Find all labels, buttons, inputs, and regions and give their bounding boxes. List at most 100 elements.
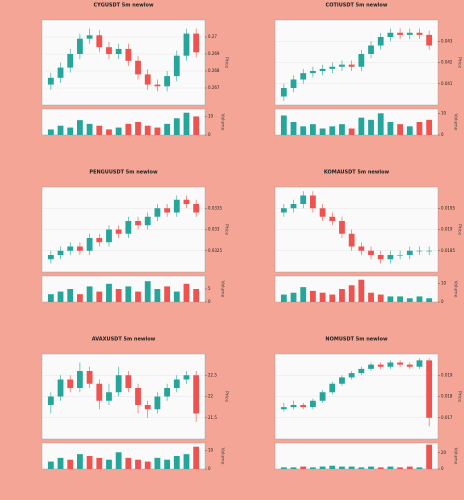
candle-body — [125, 221, 132, 234]
candle-body — [96, 35, 103, 48]
volume-panel — [41, 275, 206, 303]
candle-body — [397, 32, 403, 35]
volume-bar — [339, 124, 345, 135]
volume-tick-label: 0 — [441, 299, 444, 304]
candle-body — [47, 255, 54, 260]
volume-bar — [67, 127, 74, 135]
candle-body — [406, 364, 413, 367]
candle-body — [144, 74, 151, 85]
volume-bar — [115, 127, 122, 135]
volume-bar — [77, 454, 83, 469]
volume-bar — [290, 467, 297, 469]
y-tick-label: 22 — [208, 394, 214, 399]
candle-body — [115, 375, 122, 393]
volume-tick-label: 0 — [208, 466, 211, 471]
volume-bar — [426, 119, 433, 135]
candle-body — [164, 208, 170, 213]
candle-body — [183, 375, 190, 380]
volume-bar — [397, 124, 403, 135]
candle-body — [319, 68, 326, 71]
y-tick-label: 0.018 — [441, 394, 453, 399]
volume-bar — [290, 122, 297, 135]
candle-body — [125, 375, 132, 388]
volume-bar — [193, 116, 200, 135]
volume-bar — [164, 459, 170, 469]
candle-body — [387, 255, 394, 260]
volume-bar — [173, 291, 180, 302]
candle-body — [57, 67, 64, 78]
volume-bar — [173, 456, 180, 469]
candle-body — [329, 216, 336, 221]
volume-bar — [86, 286, 93, 302]
candle-body — [329, 66, 336, 69]
volume-bar — [348, 466, 355, 469]
candle-body — [348, 373, 355, 378]
chart-title: PENGUUSDT 5m newlow — [89, 170, 158, 176]
y-axis-label: Price — [224, 224, 230, 235]
candle-body — [115, 48, 122, 54]
volume-tick-label: 0 — [208, 132, 211, 137]
candle-body — [280, 88, 287, 97]
candle-body — [154, 396, 161, 410]
volume-tick-label: 20 — [441, 450, 447, 455]
y-axis-label: Price — [457, 57, 463, 68]
volume-panel — [274, 108, 439, 136]
candle-body — [416, 250, 423, 252]
volume-bar — [193, 289, 200, 302]
volume-bar — [115, 452, 122, 469]
y-tick-label: 0.017 — [441, 415, 453, 420]
volume-tick-label: 0 — [208, 299, 211, 304]
candle-body — [77, 38, 83, 54]
volume-bar — [300, 466, 307, 469]
candle-body — [280, 407, 287, 410]
candle-body — [290, 204, 297, 209]
volume-axis-label: Volume — [220, 114, 226, 131]
candle-body — [144, 405, 151, 410]
volume-bar — [135, 459, 141, 469]
volume-bar — [106, 129, 112, 135]
candle-body — [135, 60, 141, 75]
candle-body — [77, 246, 83, 251]
volume-bar — [144, 125, 151, 135]
candle-body — [397, 255, 403, 256]
candle-body — [300, 195, 307, 204]
volume-bar — [387, 122, 394, 135]
volume-bar — [96, 125, 103, 135]
volume-bar — [135, 122, 141, 135]
volume-bar — [377, 467, 384, 469]
volume-bar — [47, 461, 54, 469]
candle-body — [47, 396, 54, 405]
volume-bar — [426, 298, 433, 302]
candle-body — [416, 360, 423, 367]
candle-body — [183, 199, 190, 204]
y-tick-label: 22.5 — [208, 372, 217, 377]
candle-body — [67, 54, 74, 68]
candle-body — [86, 371, 93, 384]
volume-bar — [368, 119, 374, 135]
volume-bar — [329, 465, 336, 469]
volume-bar — [106, 283, 112, 302]
y-tick-label: 0.041 — [441, 81, 453, 86]
candle-body — [310, 71, 316, 74]
volume-tick-label: 5 — [208, 286, 211, 291]
price-panel — [41, 19, 206, 106]
candle-body — [290, 405, 297, 408]
volume-bar — [47, 294, 54, 302]
volume-bar — [154, 127, 161, 135]
candle-body — [406, 250, 413, 255]
volume-bar — [280, 115, 287, 135]
candle-body — [86, 35, 93, 39]
volume-bar — [426, 444, 433, 469]
volume-panel — [274, 275, 439, 303]
volume-bar — [154, 289, 161, 302]
chart-title: COTIUSDT 5m newlow — [326, 3, 388, 9]
volume-bar — [397, 467, 403, 469]
volume-axis-label: Volume — [220, 281, 226, 298]
volume-panel — [41, 108, 206, 136]
candle-body — [368, 250, 374, 255]
volume-bar — [280, 294, 287, 302]
candle-body — [348, 64, 355, 67]
volume-tick-label: 10 — [208, 447, 214, 452]
volume-bar — [115, 289, 122, 302]
candle-body — [57, 379, 64, 397]
